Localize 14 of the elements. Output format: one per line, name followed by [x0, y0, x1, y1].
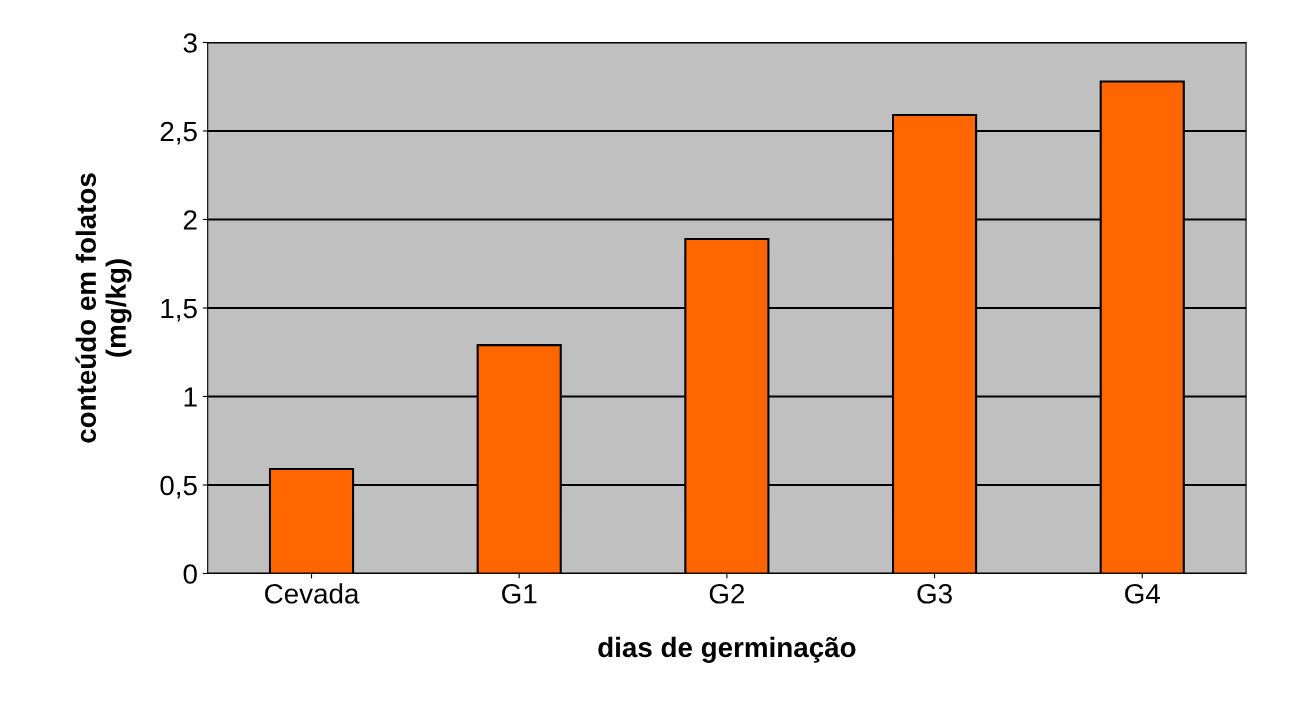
- x-tick-label: G3: [917, 583, 952, 604]
- x-axis-title: dias de germinação: [598, 636, 856, 663]
- x-tick-label: G4: [1125, 583, 1160, 604]
- y-tick-label: 0: [183, 564, 197, 584]
- y-axis-title: conteúdo em folatos (mg/kg): [75, 173, 132, 443]
- y-tick-label: 2: [183, 210, 197, 230]
- y-tick-label: 1,5: [161, 298, 197, 322]
- x-tick-label: Cevada: [265, 583, 360, 604]
- x-tick-label: G2: [709, 583, 745, 604]
- y-tick-label: 3: [183, 33, 197, 53]
- x-tick-label: G1: [502, 583, 537, 604]
- y-tick-label: 1: [184, 387, 197, 407]
- y-tick-label: 2,5: [160, 121, 197, 145]
- y-tick-label: 0,5: [160, 475, 197, 499]
